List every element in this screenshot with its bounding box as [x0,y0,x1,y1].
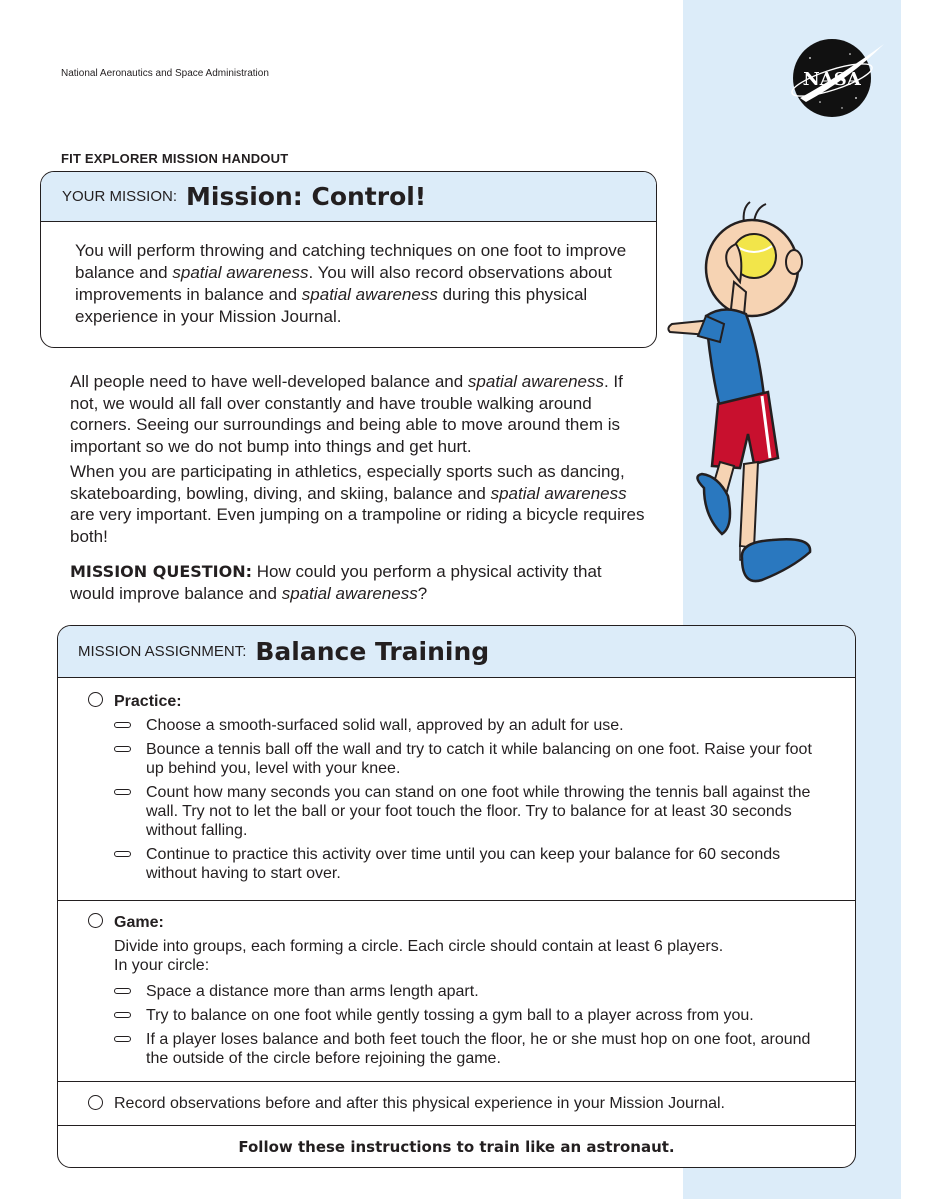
dash-bullet-icon [114,722,131,728]
mission-title: Mission: Control! [186,182,427,211]
mission-label: YOUR MISSION: [62,188,178,205]
circle-checkbox-icon[interactable] [88,692,103,707]
mission-header: YOUR MISSION: Mission: Control! [41,172,656,222]
game-description: Divide into groups, each forming a circl… [114,938,724,974]
circle-checkbox-icon[interactable] [88,913,103,928]
dash-bullet-icon [114,851,131,857]
footer-text: Follow these instructions to train like … [238,1138,675,1156]
assignment-header: MISSION ASSIGNMENT: Balance Training [58,626,855,678]
dash-bullet-icon [114,988,131,994]
intro-paragraph-2: When you are participating in athletics,… [70,462,645,546]
mission-box: YOUR MISSION: Mission: Control! You will… [40,171,657,348]
game-list: Space a distance more than arms length a… [114,982,825,1073]
dash-bullet-icon [114,789,131,795]
cartoon-kid-balancing-icon [667,201,812,583]
dash-bullet-icon [114,746,131,752]
mission-description: You will perform throwing and catching t… [75,241,627,326]
list-item: Bounce a tennis ball off the wall and tr… [114,740,825,778]
list-item: If a player loses balance and both feet … [114,1030,825,1068]
list-item: Try to balance on one foot while gently … [114,1006,825,1025]
list-item: Choose a smooth-surfaced solid wall, app… [114,716,825,735]
dash-bullet-icon [114,1036,131,1042]
nasa-logo-icon: NASA [791,39,884,117]
assignment-label: MISSION ASSIGNMENT: [78,643,247,660]
intro-paragraph-1: All people need to have well-developed b… [70,372,623,456]
list-item: Space a distance more than arms length a… [114,982,825,1001]
list-item: Continue to practice this activity over … [114,845,825,883]
practice-title: Practice: [114,693,182,710]
practice-list: Choose a smooth-surfaced solid wall, app… [114,716,825,888]
nasa-logo-text: NASA [803,69,861,90]
assignment-box: MISSION ASSIGNMENT: Balance Training Pra… [57,625,856,1168]
dash-bullet-icon [114,1012,131,1018]
circle-checkbox-icon[interactable] [88,1095,103,1110]
mission-question-label: MISSION QUESTION: [70,562,253,581]
assignment-title: Balance Training [255,637,490,666]
mission-question: MISSION QUESTION: How could you perform … [70,562,602,603]
organization-name: National Aeronautics and Space Administr… [61,68,269,79]
practice-section: Practice: Choose a smooth-surfaced solid… [58,678,855,901]
game-section: Game: Divide into groups, each forming a… [58,901,855,1082]
record-text: Record observations before and after thi… [114,1095,725,1112]
list-item: Count how many seconds you can stand on … [114,783,825,840]
record-section: Record observations before and after thi… [58,1082,855,1126]
handout-title: FIT EXPLORER MISSION HANDOUT [61,151,289,166]
game-title: Game: [114,914,164,931]
